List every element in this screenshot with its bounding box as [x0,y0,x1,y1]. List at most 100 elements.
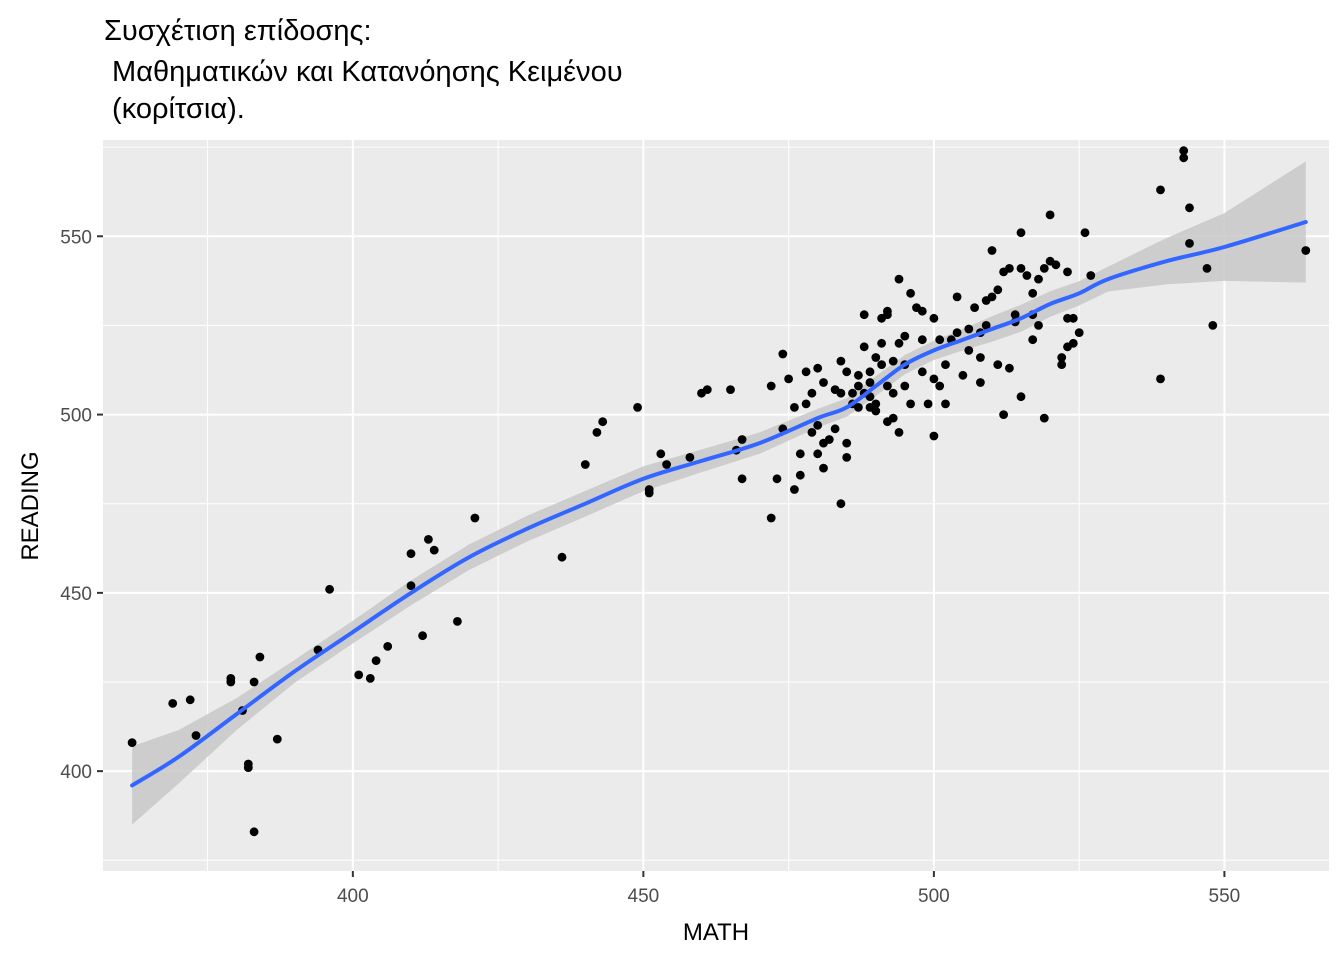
data-point [778,349,788,359]
data-point [127,738,137,747]
data-point [877,360,886,369]
data-point [935,335,945,345]
data-point [737,474,747,484]
data-point [854,370,863,380]
data-point [900,331,910,341]
data-point [191,731,201,740]
data-point [819,463,828,473]
data-point [999,410,1008,419]
data-point [859,310,869,320]
data-point [1074,328,1084,337]
data-point [226,674,236,683]
y-tick-label: 550 [60,227,92,248]
data-point [854,381,863,391]
data-point [772,474,782,484]
data-point [1068,313,1078,323]
data-point [871,399,881,409]
data-point [813,420,823,430]
data-point [1156,374,1165,384]
data-point [1301,246,1311,255]
data-point [795,470,805,480]
data-point [917,335,927,345]
x-tick-label: 450 [628,886,660,907]
data-point [987,246,997,255]
data-point [906,288,915,298]
data-point [1063,267,1072,277]
data-point [987,292,997,302]
smooth-line [130,220,1308,788]
data-point [1016,228,1026,238]
data-point [1086,271,1096,280]
data-point [929,374,939,384]
data-point [848,388,857,398]
data-point [1016,264,1026,273]
data-point [418,631,427,641]
data-point [935,381,945,391]
data-point [917,306,927,316]
data-point [952,328,962,337]
data-point [790,403,799,412]
y-axis-title: READING [17,451,44,560]
data-point [790,485,799,494]
data-point [865,367,875,377]
data-point [807,428,817,437]
data-point [854,403,863,412]
data-point [923,399,933,409]
data-point [383,642,393,651]
x-axis-title: MATH [683,919,749,946]
data-point [976,378,985,387]
data-point [470,513,480,523]
data-point [1185,203,1194,213]
data-point [1179,146,1189,156]
data-point [766,381,776,391]
data-point [871,406,881,416]
data-point [836,499,846,509]
confidence-band [132,161,1306,825]
data-point [325,584,334,594]
data-point [598,417,608,427]
data-point [1202,264,1212,273]
y-axis: 400 450 500 550 [60,227,103,783]
data-point [406,581,416,591]
data-point [883,381,892,391]
data-point [1057,353,1067,362]
data-point [406,549,416,558]
data-point [906,399,915,409]
data-point [888,388,898,398]
data-point [888,413,898,423]
data-point [249,827,259,837]
data-point [929,431,939,441]
data-point [836,356,846,366]
data-point [976,353,985,362]
data-point [877,338,886,348]
data-point [917,367,927,377]
data-point [842,453,852,462]
data-point [830,424,840,434]
data-point [185,695,195,705]
data-point [243,763,253,772]
data-point [1051,260,1061,270]
data-point [1156,185,1165,195]
data-point [726,385,735,394]
data-point [1034,274,1043,284]
chart-title: Συσχέτιση επίδοσης: Μαθηματικών και Κατα… [104,15,663,125]
data-point [801,367,811,377]
data-point [888,356,898,366]
data-point [1045,210,1055,220]
data-point [964,346,974,355]
data-point [1039,264,1049,273]
data-point [941,360,950,369]
data-point [871,353,881,362]
data-point [1028,335,1038,345]
data-point [964,324,974,334]
data-point [813,449,823,459]
data-point [1208,321,1218,330]
y-tick-label: 500 [60,406,92,427]
x-tick-label: 550 [1209,886,1241,907]
data-point [1005,264,1014,273]
data-point [801,399,811,409]
data-point [1034,321,1043,330]
data-point [859,342,869,352]
data-point [795,449,805,459]
data-point [1179,153,1189,163]
